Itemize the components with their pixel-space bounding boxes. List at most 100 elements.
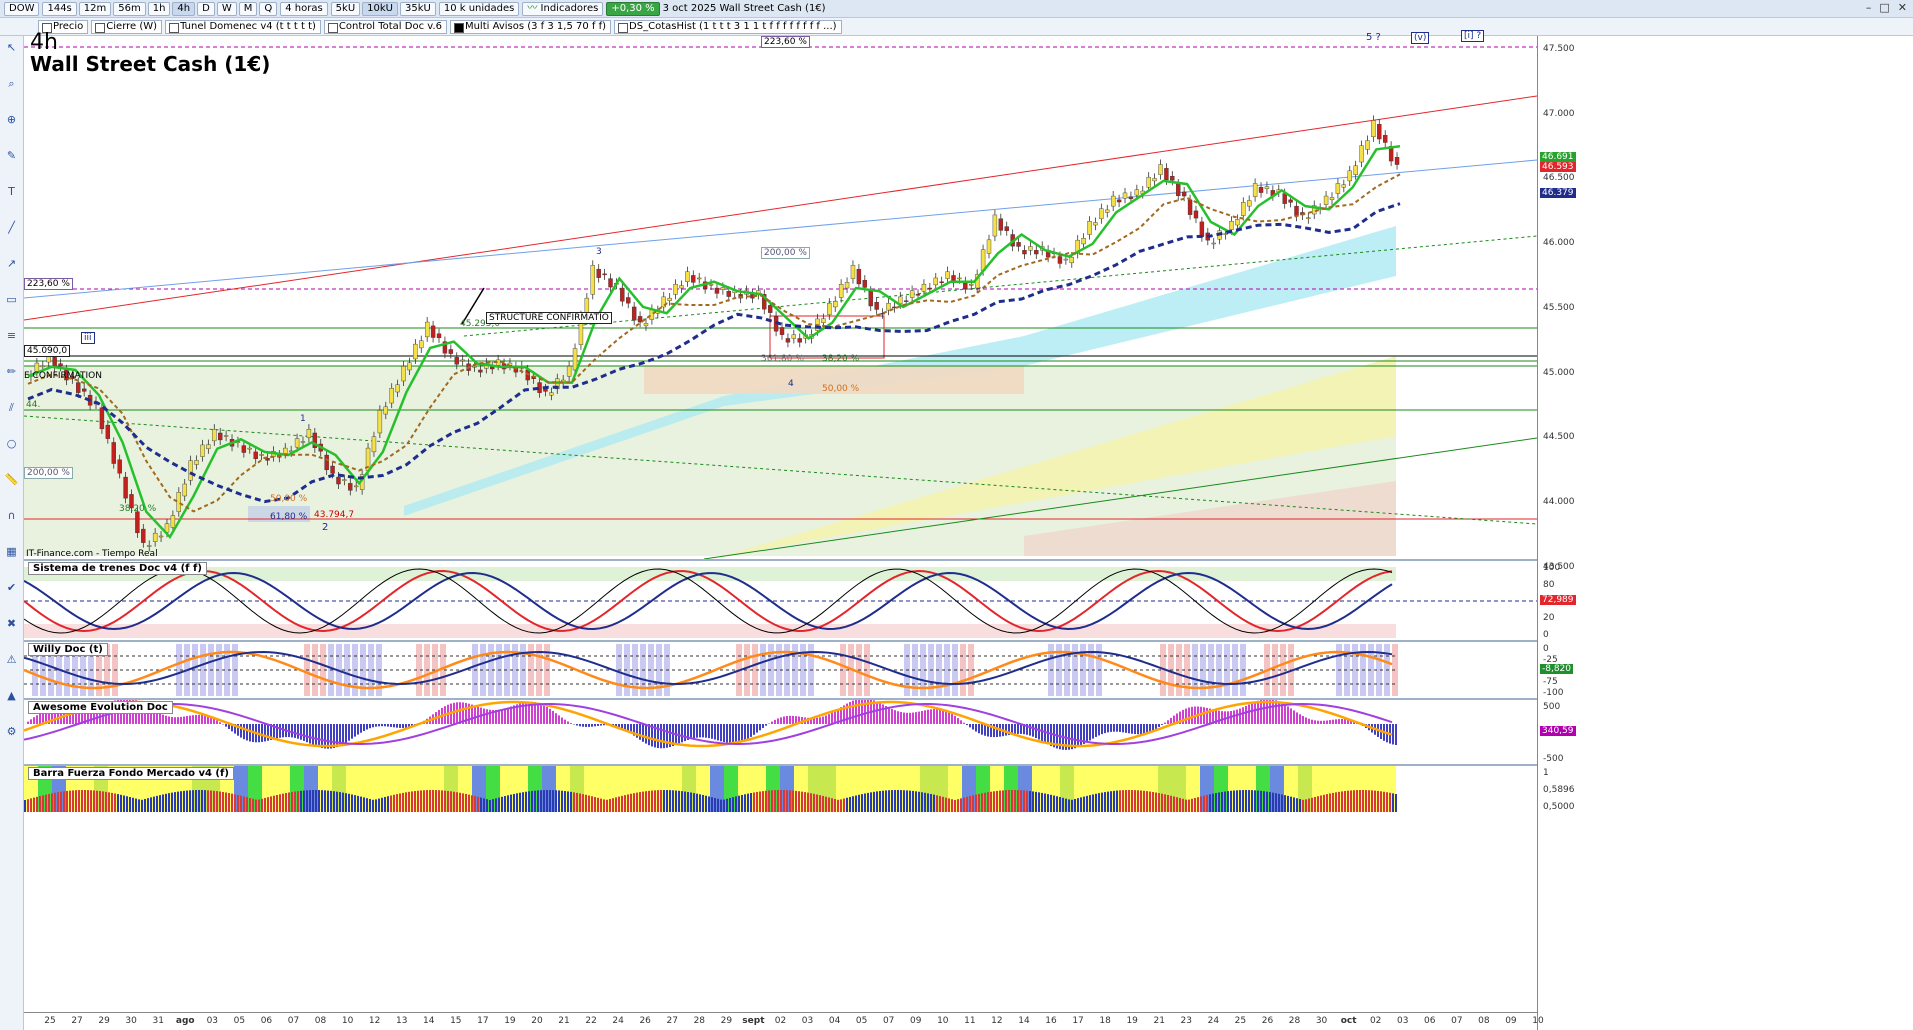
- strength-bar: [675, 790, 677, 812]
- timeframe-button-1h[interactable]: 1h: [147, 1, 171, 16]
- strength-bar: [492, 799, 494, 812]
- awesome-bar: [567, 721, 569, 724]
- awesome-bar: [834, 710, 836, 724]
- indicator-title-trains[interactable]: Sistema de trenes Doc v4 (f f): [28, 562, 207, 575]
- period-dropdown[interactable]: 4 horas: [280, 1, 328, 16]
- magnet-icon[interactable]: ∩: [7, 509, 16, 522]
- strength-bar: [564, 791, 566, 812]
- symbol-selector[interactable]: DOW: [4, 1, 40, 16]
- strength-bar: [438, 790, 440, 812]
- pane-divider[interactable]: [24, 764, 1913, 766]
- awesome-bar: [1335, 719, 1337, 724]
- candle: [294, 438, 300, 448]
- study-chip[interactable]: Multi Avisos (3 f 3 1,5 70 f f): [449, 19, 612, 34]
- strength-bar: [312, 790, 314, 812]
- indicator-title-awesome[interactable]: Awesome Evolution Doc: [28, 701, 173, 714]
- timeframe-button-M[interactable]: M: [238, 1, 258, 16]
- strength-bar: [1179, 798, 1181, 812]
- pane-divider[interactable]: [24, 559, 1913, 561]
- candle: [986, 239, 992, 254]
- maximize-icon[interactable]: □: [1879, 1, 1890, 14]
- pane-divider[interactable]: [24, 640, 1913, 642]
- price-chart[interactable]: [23, 36, 1538, 560]
- line-icon[interactable]: ╱: [8, 221, 15, 234]
- tick-button-35ku[interactable]: 35kU: [400, 1, 436, 16]
- awesome-bar: [207, 716, 209, 724]
- awesome-bar: [216, 720, 218, 724]
- awesome-bar: [1395, 724, 1397, 745]
- tick-button-10ku[interactable]: 10kU: [362, 1, 398, 16]
- timeframe-button-4h[interactable]: 4h: [172, 1, 196, 16]
- price-axis[interactable]: 47.500 47.000 46.500 46.000 45.500 45.000 44.5…: [1537, 36, 1913, 1030]
- timeframe-button-Q[interactable]: Q: [259, 1, 278, 16]
- delete-icon[interactable]: ✖: [6, 617, 17, 630]
- strength-bar: [483, 798, 485, 812]
- ruler-icon[interactable]: 📏: [4, 473, 19, 486]
- strength-bar: [918, 791, 920, 812]
- awesome-bar: [489, 709, 491, 724]
- x-tick: 18: [1099, 1016, 1111, 1026]
- units-dropdown[interactable]: 10 k unidades: [438, 1, 520, 16]
- indicator-title-willy[interactable]: Willy Doc (t): [28, 643, 108, 656]
- timeframe-button-D[interactable]: D: [197, 1, 215, 16]
- awesome-bar: [933, 709, 935, 724]
- study-chip[interactable]: Precio: [38, 19, 89, 34]
- study-chip[interactable]: DS_CotasHist (1 t t t 3 1 1 t f f f f f …: [614, 19, 842, 34]
- close-icon[interactable]: ✕: [1897, 1, 1907, 14]
- x-tick: 09: [910, 1016, 922, 1026]
- tick-button-5ku[interactable]: 5kU: [330, 1, 361, 16]
- timeframe-button-W[interactable]: W: [216, 1, 237, 16]
- channel-icon[interactable]: ⫽: [9, 400, 14, 414]
- candle: [1347, 170, 1352, 182]
- candle: [1193, 210, 1199, 219]
- candle: [436, 333, 442, 339]
- rect-icon[interactable]: ▭: [6, 293, 17, 306]
- check-icon[interactable]: ✔: [6, 581, 17, 594]
- strength-bar: [567, 791, 569, 812]
- indicators-button[interactable]: 〰 Indicadores: [522, 1, 604, 16]
- grid-icon[interactable]: ▦: [6, 545, 17, 558]
- strength-bar: [1212, 793, 1214, 812]
- pane-divider[interactable]: [24, 698, 1913, 700]
- timeframe-button-144s[interactable]: 144s: [42, 1, 77, 16]
- highlight-icon[interactable]: ✎: [6, 149, 17, 162]
- cursor-icon[interactable]: ↖: [6, 41, 17, 54]
- study-chip[interactable]: Tunel Domenec v4 (t t t t t): [165, 19, 321, 34]
- fib-icon[interactable]: ≡: [6, 329, 17, 342]
- willy-bg-bar: [584, 644, 590, 696]
- trains-pane[interactable]: [23, 561, 1537, 640]
- x-tick: 07: [1451, 1016, 1463, 1026]
- study-chip[interactable]: Cierre (W): [91, 19, 163, 34]
- willy-pane[interactable]: [23, 642, 1537, 698]
- awesome-bar: [831, 712, 833, 724]
- settings-icon[interactable]: ⚙: [6, 725, 17, 738]
- timeframe-button-56m[interactable]: 56m: [113, 1, 146, 16]
- minimize-icon[interactable]: –: [1865, 1, 1872, 14]
- price-pane[interactable]: 4h Wall Street Cash (1€) IT-Finance.com …: [23, 30, 1538, 560]
- fib-223-top: 223,60 %: [761, 36, 810, 48]
- strength-pane[interactable]: [24, 766, 1537, 812]
- time-axis[interactable]: 25 27 29 30 31 ago 03 05 06 07 08 10 12 13 14 15 17 19 20 2…: [24, 1012, 1544, 1030]
- strength-bar: [1242, 790, 1244, 812]
- awesome-bar: [345, 724, 347, 743]
- up-icon[interactable]: ▲: [7, 689, 16, 702]
- awesome-bar: [51, 710, 53, 724]
- pencil-icon[interactable]: ✏: [6, 365, 17, 378]
- strength-bar: [1344, 791, 1346, 812]
- strength-bar: [1128, 790, 1130, 812]
- warning-icon[interactable]: ⚠: [6, 653, 17, 666]
- strength-bar: [279, 794, 281, 812]
- zoom-in-icon[interactable]: ⊕: [6, 113, 17, 126]
- awesome-pane[interactable]: [23, 698, 1537, 764]
- study-chip[interactable]: Control Total Doc v.6: [323, 19, 447, 34]
- candle: [726, 290, 731, 297]
- strength-bar: [303, 790, 305, 812]
- arrow-icon[interactable]: ↗: [6, 257, 17, 270]
- text-icon[interactable]: T: [8, 185, 15, 198]
- strength-bar: [531, 790, 533, 812]
- circle-icon[interactable]: ○: [6, 437, 17, 450]
- indicator-title-strength[interactable]: Barra Fuerza Fondo Mercado v4 (f): [28, 767, 234, 780]
- strength-bar: [1146, 791, 1148, 812]
- zoom-icon[interactable]: ⌕: [8, 76, 15, 90]
- timeframe-button-12m[interactable]: 12m: [78, 1, 112, 16]
